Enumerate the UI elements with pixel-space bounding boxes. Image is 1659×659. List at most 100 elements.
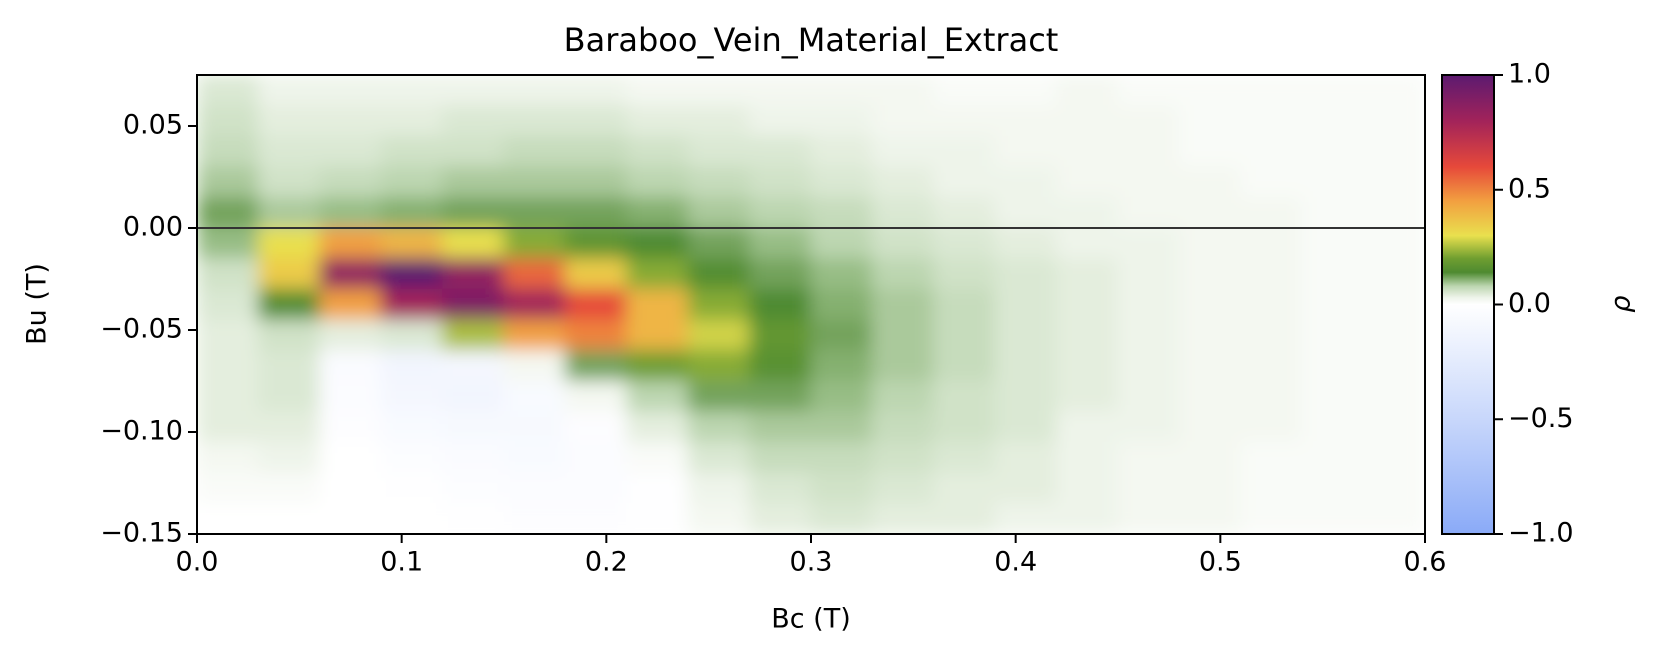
heat-cell [871, 258, 935, 290]
heat-cell [564, 196, 628, 229]
heat-cell [810, 319, 873, 351]
heat-cell [1117, 319, 1180, 351]
heat-cell [749, 288, 812, 321]
heat-cell [503, 502, 566, 534]
heat-cell [871, 441, 935, 474]
heat-cell [1363, 349, 1425, 382]
heat-cell [626, 349, 689, 382]
heat-cell [380, 380, 444, 413]
heat-cell [1178, 411, 1242, 443]
heat-cell [503, 135, 566, 168]
heat-cell [1363, 258, 1425, 290]
heat-cell [1301, 196, 1365, 229]
heat-cell [810, 75, 873, 107]
heat-cell [319, 380, 382, 413]
heat-cell [1117, 349, 1180, 382]
heat-cell [564, 166, 628, 198]
heat-cell [749, 502, 812, 534]
heat-cell [319, 75, 382, 107]
heat-cell [564, 349, 628, 382]
heat-cell [1056, 349, 1119, 382]
heat-cell [1117, 75, 1180, 107]
heat-cell [442, 380, 505, 413]
heat-cell [749, 196, 812, 229]
heat-cell [749, 258, 812, 290]
heat-cell [197, 380, 259, 413]
heat-cell [810, 502, 873, 534]
heat-cell [1056, 319, 1119, 351]
heat-cell [810, 258, 873, 290]
heat-cell [933, 105, 996, 137]
heat-cell [810, 196, 873, 229]
heat-cell [1240, 196, 1303, 229]
heat-cell [687, 288, 751, 321]
heat-cell [503, 411, 566, 443]
heat-cell [626, 441, 689, 474]
heat-cell [442, 319, 505, 351]
heat-cell [564, 258, 628, 290]
heat-cell [319, 135, 382, 168]
heat-cell [1056, 472, 1119, 504]
heat-cell [319, 441, 382, 474]
heat-cell [626, 196, 689, 229]
heat-cell [319, 349, 382, 382]
heat-cell [687, 75, 751, 107]
heat-cell [380, 75, 444, 107]
heat-cell [442, 502, 505, 534]
heat-cell [687, 166, 751, 198]
heat-cell [564, 502, 628, 534]
heat-cell [319, 196, 382, 229]
heat-cell [1056, 411, 1119, 443]
heat-cell [871, 196, 935, 229]
heat-cell [1240, 258, 1303, 290]
heat-cell [810, 380, 873, 413]
heat-cell [257, 380, 321, 413]
heat-cell [749, 319, 812, 351]
heat-cell [994, 196, 1058, 229]
heat-cell [1056, 166, 1119, 198]
heat-cell [380, 135, 444, 168]
heat-cell [933, 472, 996, 504]
heat-cell [1178, 502, 1242, 534]
heat-cell [1240, 472, 1303, 504]
heat-cell [871, 75, 935, 107]
heat-cell [1240, 227, 1303, 260]
heat-cell [319, 288, 382, 321]
heat-cell [933, 411, 996, 443]
heat-cell [1363, 411, 1425, 443]
heat-cell [442, 288, 505, 321]
heat-cell [197, 75, 259, 107]
heat-cell [380, 502, 444, 534]
heat-cell [749, 135, 812, 168]
heat-cell [1178, 135, 1242, 168]
heat-cell [1178, 288, 1242, 321]
heat-cell [687, 380, 751, 413]
heat-cell [257, 319, 321, 351]
heat-cell [1056, 288, 1119, 321]
heat-cell [687, 319, 751, 351]
colorbar-tick-label: 0.5 [1508, 173, 1551, 204]
heat-cell [1301, 319, 1365, 351]
heat-cell [994, 166, 1058, 198]
heat-cell [564, 472, 628, 504]
heat-cell [687, 441, 751, 474]
heat-cell [1117, 166, 1180, 198]
heat-cell [197, 349, 259, 382]
heat-cell [1178, 380, 1242, 413]
heat-cell [1117, 380, 1180, 413]
heat-cell [1301, 380, 1365, 413]
heat-cell [1056, 75, 1119, 107]
heat-cell [871, 411, 935, 443]
heat-cell [1178, 319, 1242, 351]
heat-cell [564, 75, 628, 107]
heat-cell [197, 288, 259, 321]
x-tick-label: 0.2 [585, 547, 628, 578]
colorbar [1441, 74, 1495, 535]
heat-cell [933, 441, 996, 474]
heat-cell [503, 227, 566, 260]
heat-cell [1363, 105, 1425, 137]
x-tick-label: 0.3 [790, 547, 833, 578]
heat-cell [810, 411, 873, 443]
heat-cell [626, 411, 689, 443]
